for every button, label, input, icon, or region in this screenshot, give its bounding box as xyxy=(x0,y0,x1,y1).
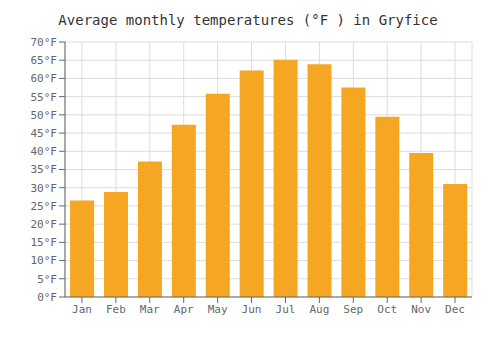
svg-text:Dec: Dec xyxy=(445,303,465,316)
svg-text:15°F: 15°F xyxy=(31,236,58,249)
svg-text:Sep: Sep xyxy=(343,303,363,316)
svg-text:40°F: 40°F xyxy=(31,145,58,158)
html-text:Average monthly temperatures (: Average monthly temperatures (°F ) in Gr… xyxy=(58,12,438,28)
svg-text:55°F: 55°F xyxy=(31,91,58,104)
svg-text:Jun: Jun xyxy=(242,303,262,316)
svg-text:50°F: 50°F xyxy=(31,109,58,122)
svg-text:70°F: 70°F xyxy=(31,36,58,49)
svg-text:Apr: Apr xyxy=(174,303,194,316)
svg-text:Aug: Aug xyxy=(309,303,329,316)
svg-text:35°F: 35°F xyxy=(31,163,58,176)
svg-text:65°F: 65°F xyxy=(31,54,58,67)
svg-text:20°F: 20°F xyxy=(31,218,58,231)
svg-text:Jul: Jul xyxy=(276,303,296,316)
svg-text:30°F: 30°F xyxy=(31,182,58,195)
svg-text:Feb: Feb xyxy=(106,303,126,316)
svg-text:0°F: 0°F xyxy=(37,291,57,304)
svg-text:10°F: 10°F xyxy=(31,254,58,267)
svg-text:Oct: Oct xyxy=(377,303,397,316)
svg-text:May: May xyxy=(208,303,228,316)
svg-text:25°F: 25°F xyxy=(31,200,58,213)
svg-text:Jan: Jan xyxy=(72,303,92,316)
svg-text:Nov: Nov xyxy=(411,303,431,316)
svg-text:5°F: 5°F xyxy=(37,273,57,286)
svg-text:Mar: Mar xyxy=(140,303,160,316)
svg-text:60°F: 60°F xyxy=(31,72,58,85)
svg-text:45°F: 45°F xyxy=(31,127,58,140)
